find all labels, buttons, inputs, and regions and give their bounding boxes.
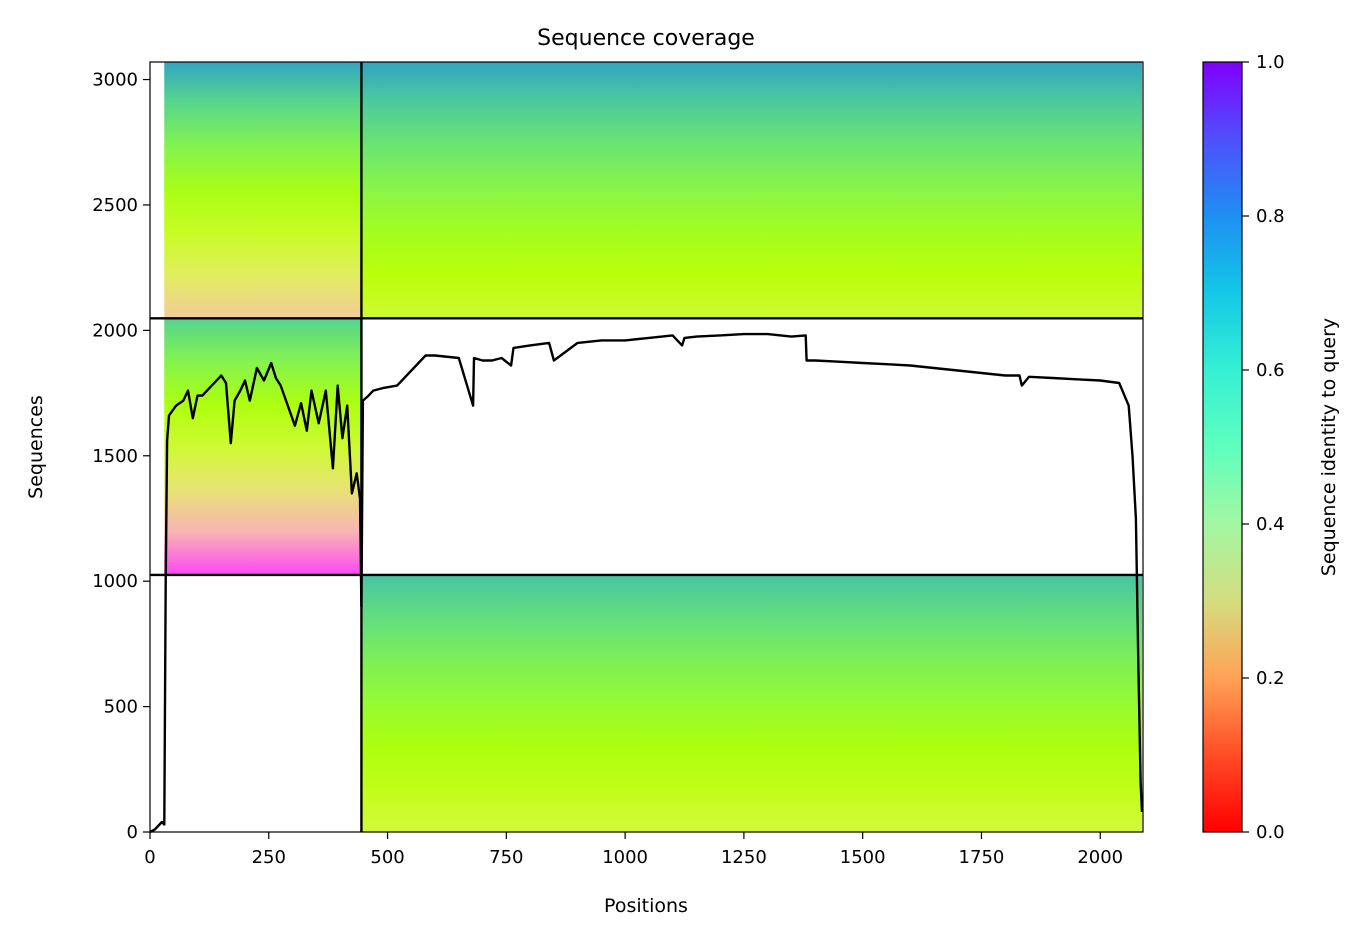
- alignment-block: [164, 318, 362, 575]
- y-tick-label: 1500: [92, 446, 138, 467]
- plot-frame: [149, 61, 1144, 833]
- colorbar-tick-label: 0.2: [1256, 668, 1285, 689]
- y-axis-ticks: 0 500 1000 1500 2000 2500 3000: [92, 70, 150, 843]
- colorbar-tick-label: 1.0: [1256, 52, 1285, 73]
- y-tick-label: 500: [104, 697, 138, 718]
- x-axis-label: Positions: [604, 895, 688, 917]
- alignment-blocks: [164, 62, 1143, 832]
- x-tick-label: 1250: [721, 847, 767, 868]
- y-tick-label: 1000: [92, 571, 138, 592]
- colorbar: [1202, 61, 1243, 833]
- y-tick-label: 2500: [92, 195, 138, 216]
- x-tick-label: 250: [252, 847, 286, 868]
- colorbar-tick-label: 0.8: [1256, 206, 1285, 227]
- x-tick-label: 1750: [959, 847, 1005, 868]
- y-tick-label: 3000: [92, 70, 138, 91]
- y-axis-label: Sequences: [25, 395, 47, 499]
- colorbar-tick-label: 0.6: [1256, 360, 1285, 381]
- colorbar-tick-label: 0.4: [1256, 514, 1285, 535]
- x-tick-label: 500: [370, 847, 404, 868]
- colorbar-tick-label: 0.0: [1256, 822, 1285, 843]
- alignment-block: [361, 62, 1143, 319]
- x-tick-label: 1000: [602, 847, 648, 868]
- colorbar-ticks: 0.0 0.2 0.4 0.6 0.8 1.0: [1242, 52, 1285, 843]
- colorbar-label: Sequence identity to query: [1318, 318, 1340, 576]
- x-tick-label: 750: [489, 847, 523, 868]
- x-tick-label: 2000: [1077, 847, 1123, 868]
- x-tick-label: 1500: [840, 847, 886, 868]
- y-tick-label: 2000: [92, 320, 138, 341]
- x-axis-ticks: 0 250 500 750 1000 1250 1500 1750 2000: [144, 832, 1123, 868]
- alignment-block: [361, 574, 1143, 832]
- x-tick-label: 0: [144, 847, 155, 868]
- y-tick-label: 0: [127, 822, 138, 843]
- chart-title: Sequence coverage: [537, 26, 755, 51]
- alignment-block: [164, 62, 362, 319]
- coverage-line: [149, 332, 1144, 834]
- block-boundaries: [150, 62, 1143, 832]
